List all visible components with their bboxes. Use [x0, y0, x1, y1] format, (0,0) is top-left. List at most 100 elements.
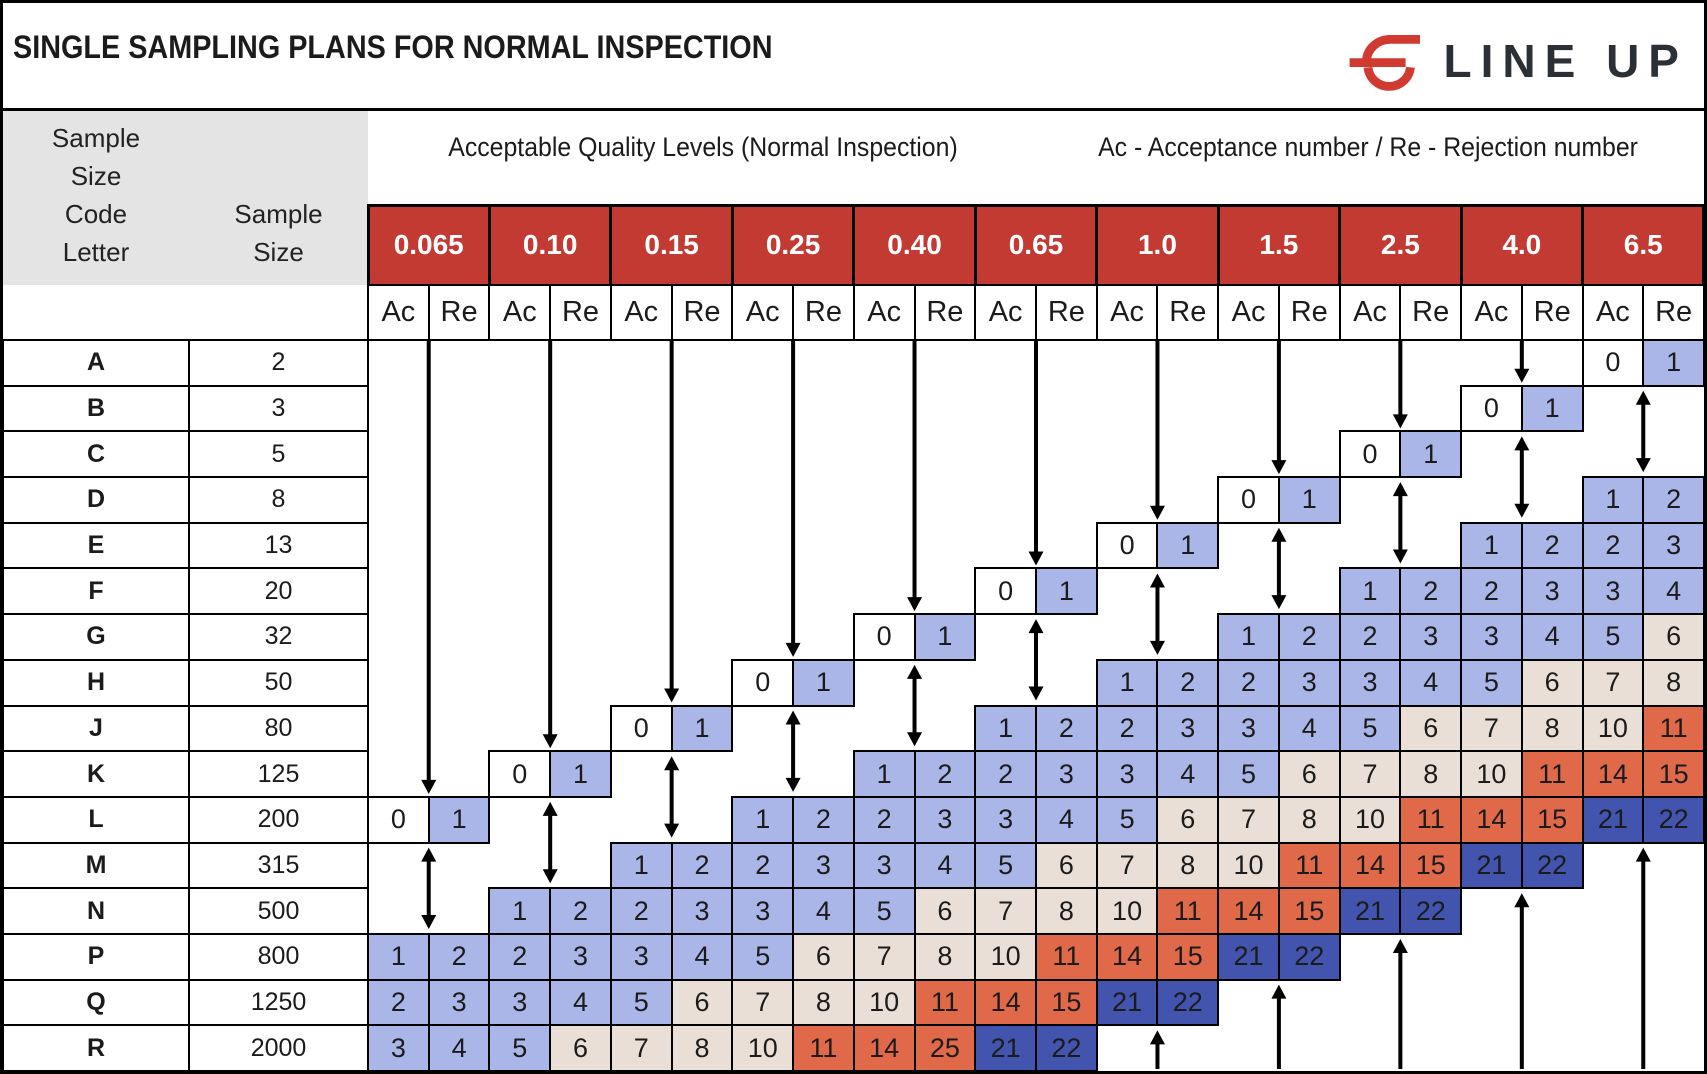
- plan-cell-R-0.25-ac-label: 10: [747, 1032, 778, 1063]
- plan-cell-L-0.065-re: 1: [427, 795, 491, 844]
- acre-caption: Ac - Acceptance number / Re - Rejection …: [1098, 131, 1638, 162]
- aql-level-0.10: 0.10: [487, 203, 613, 287]
- up-arrow-1.5: [1271, 984, 1287, 1069]
- plan-cell-B-4.0-re: 1: [1520, 384, 1584, 433]
- re-header-0.65-label: Re: [1047, 296, 1085, 328]
- plan-cell-R-0.15-ac-label: 7: [633, 1032, 649, 1063]
- plan-cell-P-1.0-re: 15: [1156, 932, 1220, 981]
- sample-size-header-line: Sample: [234, 199, 323, 229]
- plan-cell-L-0.40-re-label: 3: [937, 804, 953, 835]
- plan-cell-H-1.5-ac: 2: [1217, 658, 1280, 707]
- re-header-1.0-label: Re: [1169, 296, 1207, 328]
- plan-cell-K-0.65-re-label: 3: [1058, 758, 1074, 789]
- plan-cell-N-0.10-ac: 1: [488, 887, 552, 935]
- plan-cell-J-0.15-ac: 0: [609, 704, 673, 753]
- plan-cell-K-6.5-re: 15: [1642, 750, 1704, 798]
- code-letter-G-label: G: [86, 622, 106, 651]
- plan-cell-G-2.5-ac-label: 2: [1362, 621, 1378, 652]
- sample-size-E-label: 13: [264, 531, 293, 560]
- plan-cell-K-6.5-ac: 14: [1581, 750, 1645, 798]
- plan-cell-R-0.25-re-label: 11: [809, 1032, 838, 1063]
- plan-cell-J-1.5-ac-label: 3: [1241, 712, 1257, 743]
- plan-cell-J-4.0-ac: 7: [1460, 704, 1523, 753]
- re-header-4.0: Re: [1520, 284, 1584, 341]
- double-arrow-2.5: [1392, 482, 1408, 564]
- plan-cell-H-0.25-re: 1: [792, 658, 855, 707]
- plan-cell-K-0.10-ac-label: 0: [512, 758, 528, 789]
- plan-cell-M-4.0-re-label: 22: [1537, 849, 1568, 880]
- code-letter-J-label: J: [89, 713, 103, 742]
- aql-level-0.15-label: 0.15: [644, 229, 699, 260]
- plan-cell-G-0.40-re: 1: [913, 613, 977, 661]
- plan-cell-P-0.65-ac: 10: [974, 932, 1037, 981]
- re-header-0.40-label: Re: [926, 296, 964, 328]
- plan-cell-H-2.5-ac-label: 3: [1362, 667, 1378, 698]
- plan-cell-G-0.40-ac: 0: [852, 613, 916, 661]
- sample-size-L-label: 200: [257, 805, 300, 834]
- plan-cell-L-0.65-re: 4: [1035, 795, 1098, 844]
- code-letter-Q-label: Q: [86, 987, 106, 1016]
- code-letter-B-label: B: [86, 394, 106, 423]
- sample-size-R: 2000: [188, 1024, 369, 1071]
- plan-cell-H-2.5-re-label: 4: [1423, 667, 1439, 698]
- double-arrow-0.15: [664, 756, 680, 838]
- plan-cell-M-2.5-ac-label: 14: [1354, 849, 1385, 880]
- sample-size-Q-label: 1250: [250, 987, 307, 1016]
- plan-cell-K-0.40-re-label: 2: [937, 758, 953, 789]
- plan-cell-P-0.25-ac-label: 5: [755, 941, 771, 972]
- aql-level-6.5-label: 6.5: [1623, 229, 1663, 260]
- re-header-6.5: Re: [1642, 284, 1704, 341]
- plan-cell-J-2.5-ac: 5: [1338, 704, 1402, 753]
- aql-level-1.5-label: 1.5: [1259, 229, 1299, 260]
- plan-cell-E-6.5-re: 3: [1642, 521, 1704, 570]
- plan-cell-E-4.0-ac: 1: [1460, 521, 1523, 570]
- plan-cell-F-6.5-ac-label: 3: [1605, 575, 1621, 606]
- sample-size-J-label: 80: [264, 713, 293, 742]
- up-arrow-1.0: [1149, 1030, 1165, 1069]
- code-letter-M: M: [3, 841, 190, 890]
- plan-cell-Q-0.40-re-label: 11: [930, 986, 959, 1017]
- ac-header-1.5: Ac: [1217, 284, 1280, 341]
- plan-cell-M-0.15-ac-label: 1: [633, 849, 649, 880]
- aql-level-0.10-label: 0.10: [522, 229, 578, 260]
- code-letter-D-label: D: [86, 485, 106, 514]
- plan-cell-K-0.10-re: 1: [549, 750, 612, 798]
- plan-cell-E-1.0-ac-label: 0: [1119, 530, 1135, 561]
- plan-cell-D-6.5-re-label: 2: [1666, 484, 1682, 515]
- plan-cell-E-6.5-ac-label: 2: [1605, 530, 1621, 561]
- ac-header-2.5: Ac: [1338, 284, 1402, 341]
- plan-cell-Q-0.10-ac-label: 3: [512, 986, 528, 1017]
- plan-cell-L-1.5-ac: 7: [1217, 795, 1280, 844]
- plan-cell-L-1.5-re-label: 8: [1301, 804, 1317, 835]
- plan-cell-K-1.5-re-label: 6: [1301, 758, 1317, 789]
- plan-cell-L-2.5-re-label: 11: [1416, 804, 1445, 835]
- sample-size-M-label: 315: [257, 850, 300, 879]
- plan-cell-H-1.5-re-label: 3: [1301, 667, 1317, 698]
- plan-cell-P-0.15-re-label: 4: [694, 941, 710, 972]
- double-arrow-0.65: [1028, 619, 1044, 701]
- plan-cell-K-0.65-ac-label: 2: [998, 758, 1014, 789]
- plan-cell-N-0.40-ac-label: 5: [876, 895, 892, 926]
- plan-cell-F-0.65-ac: 0: [974, 567, 1037, 616]
- plan-cell-J-0.15-re-label: 1: [694, 712, 710, 743]
- code-letter-header: Sample Size Code Letter: [3, 119, 189, 271]
- plan-cell-D-1.5-ac-label: 0: [1241, 484, 1257, 515]
- code-letter-D: D: [3, 476, 190, 524]
- plan-cell-J-0.65-re: 2: [1035, 704, 1098, 753]
- plan-cell-R-0.065-re: 4: [427, 1024, 491, 1071]
- plan-cell-N-1.5-re: 15: [1277, 887, 1341, 935]
- plan-cell-R-0.25-re: 11: [792, 1024, 855, 1071]
- plan-cell-M-0.65-re: 6: [1035, 841, 1098, 890]
- plan-cell-N-0.40-re-label: 6: [937, 895, 953, 926]
- plan-cell-M-0.15-re-label: 2: [694, 849, 710, 880]
- logo: LINE UP: [1348, 21, 1688, 101]
- code-letter-N: N: [3, 887, 190, 935]
- plan-cell-P-0.10-ac: 2: [488, 932, 552, 981]
- plan-cell-R-0.40-ac-label: 14: [869, 1032, 900, 1063]
- plan-cell-J-6.5-ac: 10: [1581, 704, 1645, 753]
- plan-cell-K-1.5-ac: 5: [1217, 750, 1280, 798]
- plan-cell-B-4.0-ac: 0: [1460, 384, 1523, 433]
- plan-cell-N-0.15-re-label: 3: [694, 895, 710, 926]
- code-letter-G: G: [3, 613, 190, 661]
- aql-level-0.065-label: 0.065: [393, 229, 464, 260]
